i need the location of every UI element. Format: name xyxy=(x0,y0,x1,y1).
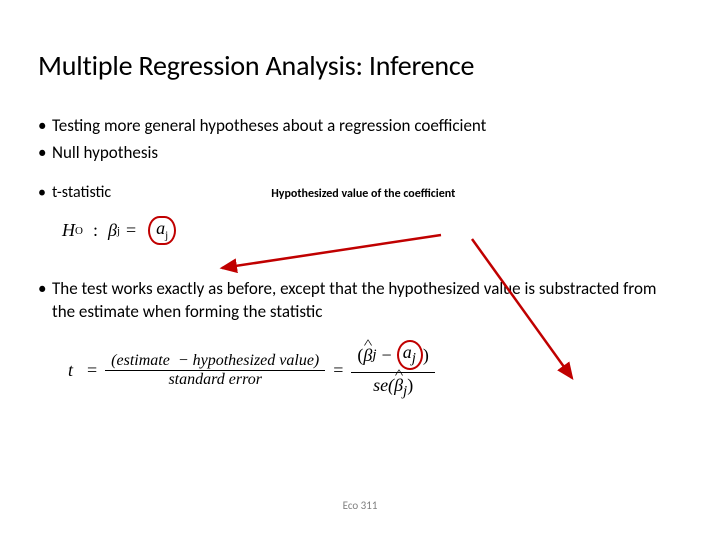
frac1-num-b: − hypothesized value) xyxy=(178,352,319,369)
beta-sub: j xyxy=(372,347,376,364)
paren-close: ) xyxy=(423,345,429,366)
bullet-text: The test works exactly as before, except… xyxy=(52,278,682,324)
eq-equals: = xyxy=(333,360,343,381)
fraction-1: (estimate − hypothesized value) standard… xyxy=(105,352,325,389)
minus: − xyxy=(382,345,392,366)
bullet-text: Null hypothesis xyxy=(52,142,682,165)
eq-a: a xyxy=(403,342,412,362)
slide-footer: Eco 311 xyxy=(0,499,720,512)
eq-a-sub: j xyxy=(412,350,416,366)
fraction-2: ( βj − aj ) se(βj) xyxy=(351,340,434,401)
bullet-text: Testing more general hypotheses about a … xyxy=(52,115,682,138)
aj-circle: aj xyxy=(148,216,176,246)
bullet-dot: • xyxy=(38,183,52,202)
bullet-dot: • xyxy=(38,115,52,138)
eq-H-sub: O xyxy=(75,225,83,237)
slide: Multiple Regression Analysis: Inference … xyxy=(0,0,720,540)
frac1-num-a: (estimate xyxy=(111,352,170,369)
eq-equals: = xyxy=(87,360,97,381)
bullet-4: • The test works exactly as before, exce… xyxy=(38,278,682,324)
bullet-group-2: • The test works exactly as before, exce… xyxy=(38,278,682,324)
eq-t: t xyxy=(68,360,73,381)
eq-beta: β xyxy=(108,220,117,241)
bullet-3: • t-statistic xyxy=(38,183,111,202)
annotation-label: Hypothesized value of the coefficient xyxy=(271,187,455,201)
eq-beta-sub: j xyxy=(117,225,120,237)
paren-close: ) xyxy=(407,375,413,395)
bullet-text: t-statistic xyxy=(52,183,111,202)
frac1-den: standard error xyxy=(162,371,268,389)
tstat-equation: t = (estimate − hypothesized value) stan… xyxy=(68,340,682,401)
eq-H: H xyxy=(62,220,75,241)
eq-a: a xyxy=(156,218,165,238)
beta-hat: β xyxy=(363,345,372,366)
bullet-dot: • xyxy=(38,142,52,165)
page-title: Multiple Regression Analysis: Inference xyxy=(38,48,682,83)
eq-a-sub: j xyxy=(165,229,168,241)
bullet-1: • Testing more general hypotheses about … xyxy=(38,115,682,138)
eq-equals: = xyxy=(126,220,136,241)
bullet-dot: • xyxy=(38,278,52,324)
eq-colon: : xyxy=(93,220,98,241)
se-open: se( xyxy=(373,375,394,395)
bullet-2: • Null hypothesis xyxy=(38,142,682,165)
tstat-row: • t-statistic Hypothesized value of the … xyxy=(38,183,682,206)
beta-hat: β xyxy=(394,375,403,396)
bullet-group-1: • Testing more general hypotheses about … xyxy=(38,115,682,165)
null-hypothesis-equation: HO : βj = aj xyxy=(62,216,682,252)
